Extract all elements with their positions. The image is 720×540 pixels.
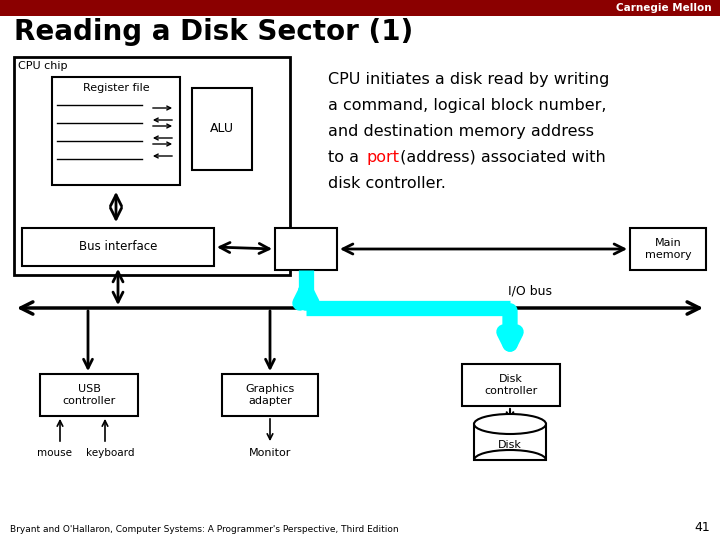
Text: keyboard: keyboard (86, 448, 134, 458)
Text: Monitor: Monitor (249, 448, 291, 458)
Text: Carnegie Mellon: Carnegie Mellon (616, 3, 712, 13)
Text: Main
memory: Main memory (644, 238, 691, 260)
Text: Disk
controller: Disk controller (485, 374, 538, 396)
Bar (0, 0, 720, 16)
Text: ALU: ALU (210, 123, 234, 136)
Text: Disk: Disk (498, 440, 522, 450)
Bar (474, 424, 546, 460)
Text: disk controller.: disk controller. (328, 176, 446, 191)
Bar (630, 228, 706, 270)
Text: and destination memory address: and destination memory address (328, 124, 594, 139)
Ellipse shape (474, 414, 546, 434)
Text: to a: to a (328, 150, 364, 165)
Text: Reading a Disk Sector (1): Reading a Disk Sector (1) (14, 18, 413, 46)
Bar (462, 364, 560, 406)
Bar (52, 77, 180, 185)
Bar (275, 228, 337, 270)
Bar (40, 374, 138, 416)
Text: USB
controller: USB controller (63, 384, 116, 406)
Text: 41: 41 (694, 521, 710, 534)
Text: CPU initiates a disk read by writing: CPU initiates a disk read by writing (328, 72, 609, 87)
Bar (192, 88, 252, 170)
Text: I/O bus: I/O bus (508, 285, 552, 298)
Bar (14, 57, 290, 275)
Text: (address) associated with: (address) associated with (395, 150, 606, 165)
Text: mouse: mouse (37, 448, 71, 458)
Bar (222, 374, 318, 416)
Text: Graphics
adapter: Graphics adapter (246, 384, 294, 406)
Text: Register file: Register file (83, 83, 149, 93)
Text: CPU chip: CPU chip (18, 61, 68, 71)
Text: port: port (367, 150, 400, 165)
Text: a command, logical block number,: a command, logical block number, (328, 98, 606, 113)
Text: Bus interface: Bus interface (78, 240, 157, 253)
Text: Bryant and O'Hallaron, Computer Systems: A Programmer's Perspective, Third Editi: Bryant and O'Hallaron, Computer Systems:… (10, 525, 399, 534)
Bar (22, 228, 214, 266)
